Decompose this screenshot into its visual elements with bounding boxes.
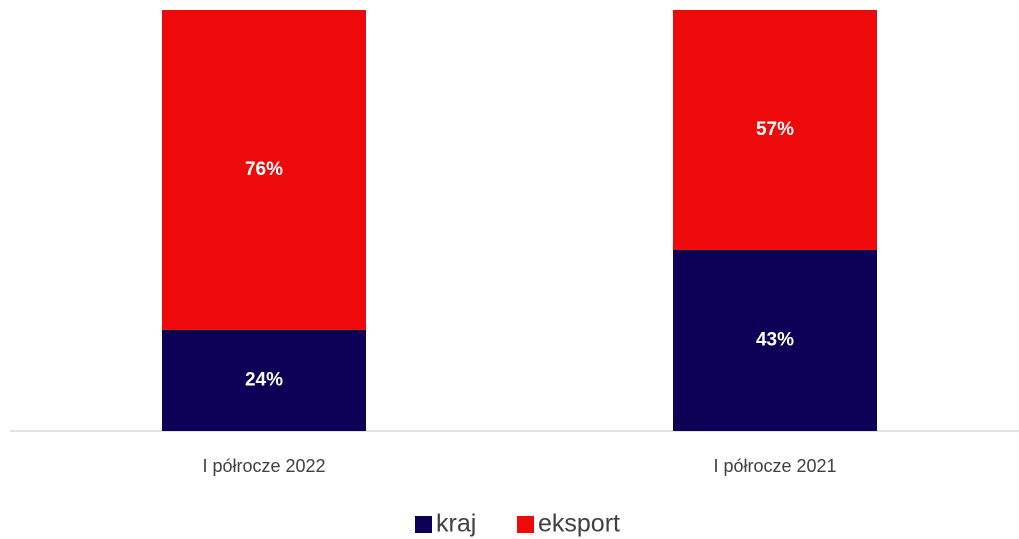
data-label: 76% xyxy=(245,159,283,180)
legend-swatch xyxy=(517,516,534,533)
data-label: 24% xyxy=(245,369,283,390)
data-label: 43% xyxy=(756,330,794,351)
x-tick-label: I półrocze 2021 xyxy=(713,456,836,476)
bar-segment xyxy=(673,10,877,250)
legend-label: eksport xyxy=(538,510,620,538)
x-tick-label: I półrocze 2022 xyxy=(202,456,325,476)
bar-segment xyxy=(162,10,366,330)
bar-segment xyxy=(673,249,877,431)
bar-segment xyxy=(162,329,366,431)
data-label: 57% xyxy=(756,119,794,140)
legend-label: kraj xyxy=(436,510,476,538)
legend-swatch xyxy=(415,516,432,533)
